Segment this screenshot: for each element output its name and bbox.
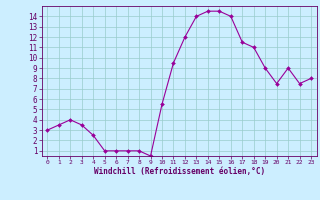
X-axis label: Windchill (Refroidissement éolien,°C): Windchill (Refroidissement éolien,°C) [94,167,265,176]
